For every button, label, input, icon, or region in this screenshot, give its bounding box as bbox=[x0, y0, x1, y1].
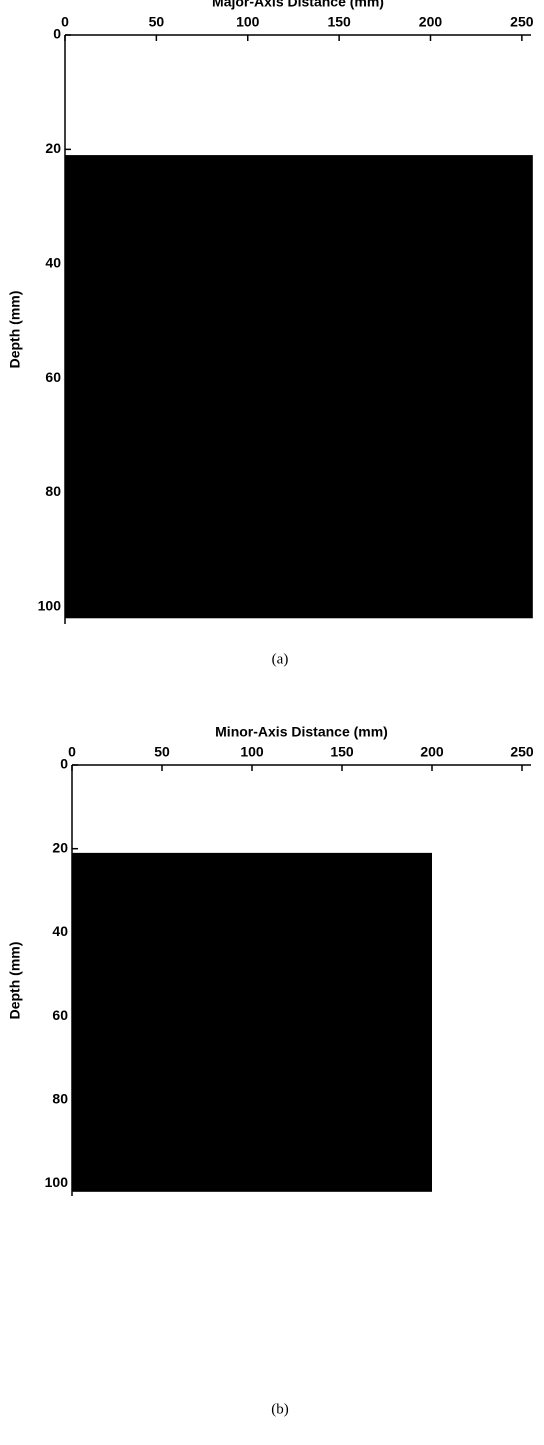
y-axis-title: Depth (mm) bbox=[7, 291, 23, 369]
image-region bbox=[65, 155, 533, 618]
x-axis-title: Major-Axis Distance (mm) bbox=[212, 0, 384, 10]
x-tick-label: 150 bbox=[330, 744, 354, 760]
x-tick-label: 50 bbox=[154, 744, 170, 760]
y-tick-label: 80 bbox=[52, 1090, 68, 1106]
figure: 050100150200250020406080100Major-Axis Di… bbox=[0, 0, 544, 1440]
x-axis-title: Minor-Axis Distance (mm) bbox=[215, 724, 388, 740]
y-tick-label: 20 bbox=[45, 140, 61, 156]
y-tick-label: 100 bbox=[38, 598, 62, 614]
x-tick-label: 50 bbox=[149, 14, 165, 30]
caption: (b) bbox=[271, 1401, 289, 1417]
y-tick-label: 40 bbox=[52, 923, 68, 939]
x-tick-label: 150 bbox=[327, 14, 351, 30]
x-tick-label: 0 bbox=[61, 14, 69, 30]
x-tick-label: 250 bbox=[510, 744, 534, 760]
y-tick-label: 0 bbox=[53, 26, 61, 42]
x-tick-label: 100 bbox=[236, 14, 260, 30]
image-region bbox=[72, 853, 432, 1192]
y-tick-label: 80 bbox=[45, 483, 61, 499]
x-tick-label: 200 bbox=[419, 14, 443, 30]
y-tick-label: 20 bbox=[52, 839, 68, 855]
y-axis-title: Depth (mm) bbox=[7, 942, 23, 1020]
x-tick-label: 250 bbox=[510, 14, 534, 30]
x-tick-label: 200 bbox=[420, 744, 444, 760]
x-tick-label: 100 bbox=[240, 744, 264, 760]
y-tick-label: 60 bbox=[52, 1007, 68, 1023]
y-tick-label: 100 bbox=[45, 1174, 69, 1190]
y-tick-label: 0 bbox=[60, 756, 68, 772]
y-tick-label: 40 bbox=[45, 254, 61, 270]
x-tick-label: 0 bbox=[68, 744, 76, 760]
y-tick-label: 60 bbox=[45, 369, 61, 385]
caption: (a) bbox=[272, 651, 289, 667]
